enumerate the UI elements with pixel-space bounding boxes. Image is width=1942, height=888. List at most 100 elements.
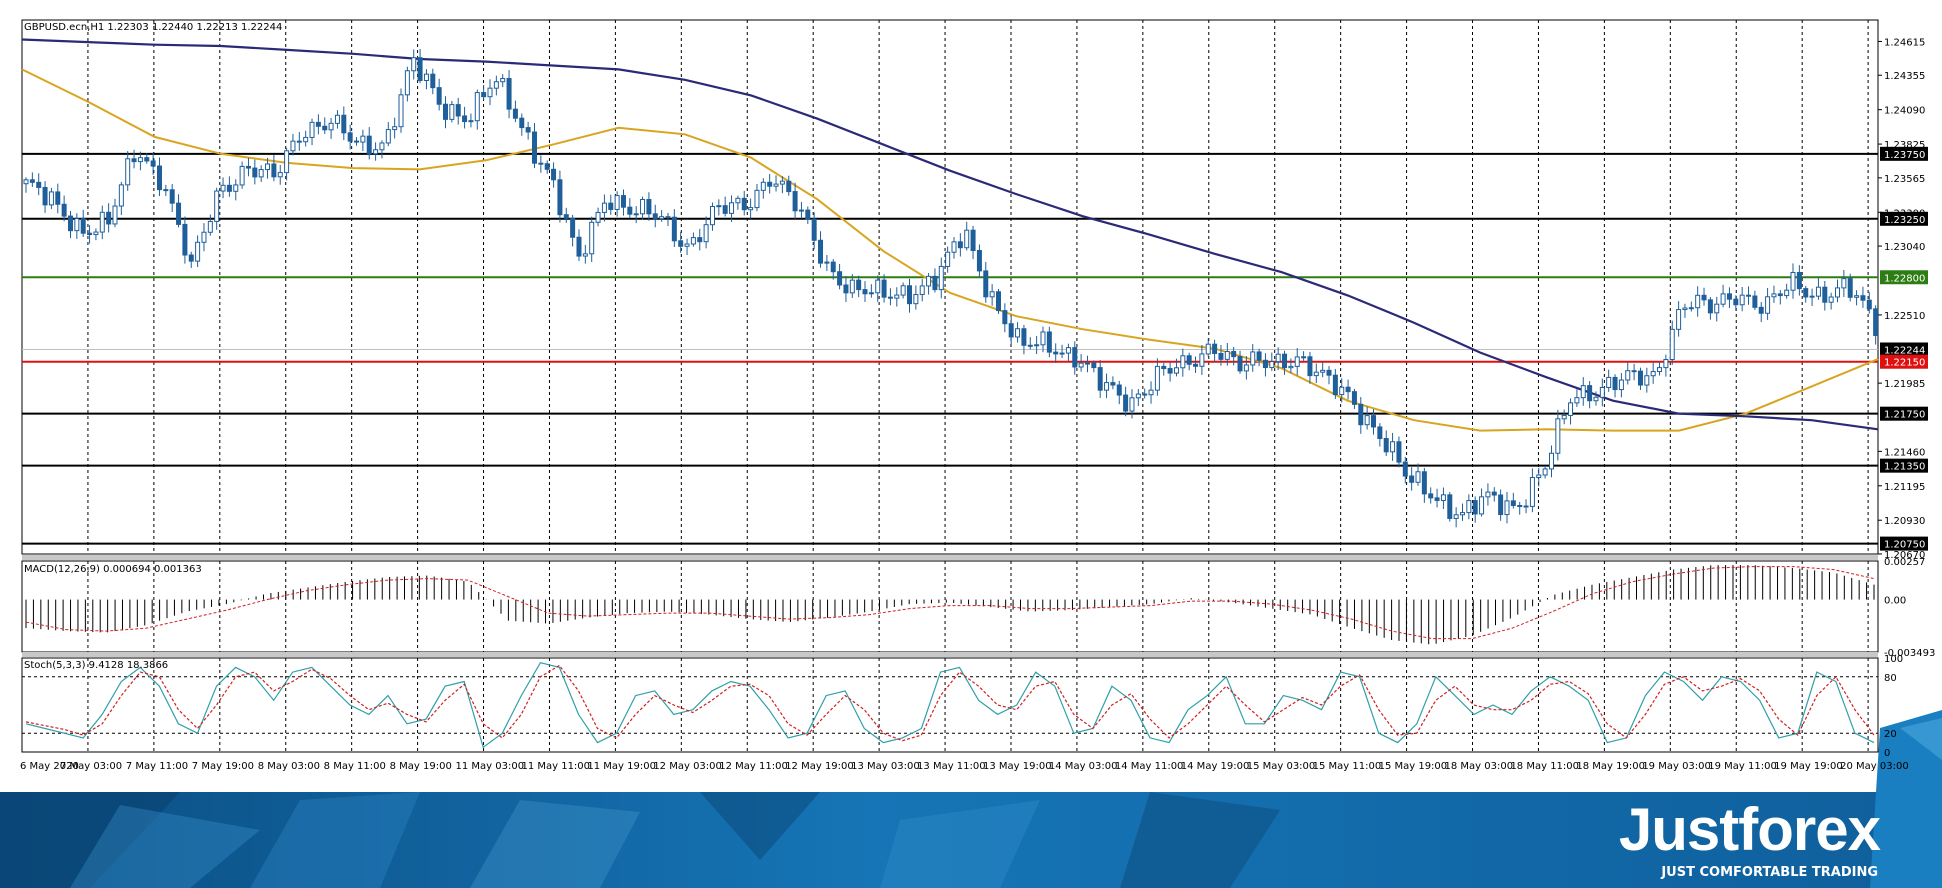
candle-body — [824, 261, 830, 264]
candle-body — [709, 206, 715, 226]
candle-body — [1421, 471, 1427, 495]
time-tick-label: 12 May 03:00 — [653, 761, 722, 772]
candle-body — [1707, 299, 1713, 314]
candle-body — [1046, 331, 1052, 353]
candle-body — [118, 184, 124, 207]
level-line-label: 1.21350 — [1884, 462, 1925, 473]
candle-body — [23, 179, 29, 185]
candle-body — [423, 73, 429, 82]
candle-body — [1148, 389, 1154, 396]
candle-body — [1250, 351, 1256, 366]
candle-body — [938, 265, 944, 291]
candle-body — [334, 114, 340, 124]
candle-body — [1726, 293, 1732, 300]
candle-body — [1040, 331, 1046, 346]
candle-body — [500, 78, 506, 83]
bid-line-flag — [1880, 342, 1928, 357]
time-tick-label: 7 May 03:00 — [60, 761, 122, 772]
candle-body — [608, 202, 614, 210]
candle-body — [754, 189, 760, 209]
macd-tick-label: 0.00257 — [1884, 557, 1925, 568]
candle-body — [201, 231, 207, 243]
stoch-tick-label: 100 — [1884, 654, 1903, 665]
candle-body — [983, 270, 989, 298]
candle-body — [620, 195, 626, 208]
panel-frame-2 — [21, 657, 1879, 753]
candle-body — [1091, 362, 1097, 369]
level-line-flag — [1880, 146, 1928, 161]
candle-body — [760, 181, 766, 191]
candle-body — [1205, 343, 1211, 355]
candle-body — [1873, 308, 1879, 336]
candle-body — [652, 213, 658, 220]
candle-body — [1231, 351, 1237, 358]
candle-body — [1409, 475, 1415, 483]
time-tick-label: 8 May 11:00 — [324, 761, 386, 772]
price-tick-label: 1.23825 — [1884, 140, 1925, 151]
brand-logo[interactable]: Justforex JUST COMFORTABLE TRADING — [1619, 796, 1882, 880]
price-tick-label: 1.20930 — [1884, 516, 1925, 527]
candle-body — [1688, 307, 1694, 310]
candle-body — [1752, 295, 1758, 308]
time-tick-label: 8 May 19:00 — [390, 761, 452, 772]
stoch-signal-line — [25, 664, 1875, 742]
candle-body — [207, 220, 213, 233]
candle-body — [1116, 384, 1122, 396]
candle-body — [805, 209, 811, 220]
candle-body — [1529, 476, 1535, 507]
candle-body — [1625, 370, 1631, 381]
level-line-label: 1.20750 — [1884, 540, 1925, 551]
candle-body — [1771, 293, 1777, 298]
vertical-grid — [87, 20, 1869, 752]
candle-body — [341, 114, 347, 134]
candle-body — [601, 202, 607, 213]
candle-body — [1218, 352, 1224, 360]
candle-body — [875, 279, 881, 294]
candle-body — [468, 120, 474, 123]
candle-body — [1510, 500, 1516, 507]
candle-body — [678, 240, 684, 247]
candle-body — [773, 183, 779, 187]
candle-body — [1282, 353, 1288, 369]
candle-body — [449, 104, 455, 120]
time-tick-label: 19 May 03:00 — [1642, 761, 1711, 772]
candle-body — [195, 241, 201, 262]
candle-body — [1491, 491, 1497, 496]
candle-body — [233, 184, 239, 192]
candle-body — [137, 157, 143, 163]
time-tick-label: 14 May 11:00 — [1115, 761, 1184, 772]
candle-body — [443, 103, 449, 120]
price-tick-label: 1.23040 — [1884, 242, 1925, 253]
time-tick-label: 19 May 11:00 — [1708, 761, 1777, 772]
candle-body — [538, 162, 544, 165]
candle-body — [525, 127, 531, 133]
level-line-flag — [1880, 354, 1928, 369]
candle-body — [1784, 289, 1790, 297]
candle-body — [1301, 356, 1307, 359]
candle-body — [487, 87, 493, 98]
candle-body — [220, 184, 226, 192]
candle-body — [1212, 343, 1218, 354]
time-tick-label: 11 May 03:00 — [456, 761, 525, 772]
candle-body — [1606, 376, 1612, 388]
candle-body — [1809, 295, 1815, 298]
candle-body — [303, 136, 309, 143]
candle-body — [36, 181, 42, 188]
candle-body — [818, 239, 824, 264]
price-axis: 1.246151.243551.240901.238251.235651.233… — [1878, 37, 1928, 561]
candle-body — [1383, 438, 1389, 453]
candle-body — [932, 275, 938, 291]
candle-body — [843, 284, 849, 294]
candle-body — [1618, 379, 1624, 391]
candle-body — [1345, 386, 1351, 393]
candle-body — [792, 191, 798, 212]
brand-banner — [0, 710, 1942, 888]
candle-body — [919, 285, 925, 296]
candle-body — [87, 232, 93, 236]
candle-body — [150, 160, 156, 167]
candle-body — [945, 251, 951, 267]
time-tick-label: 13 May 03:00 — [851, 761, 920, 772]
candle-body — [214, 190, 220, 222]
candle-body — [226, 184, 232, 192]
